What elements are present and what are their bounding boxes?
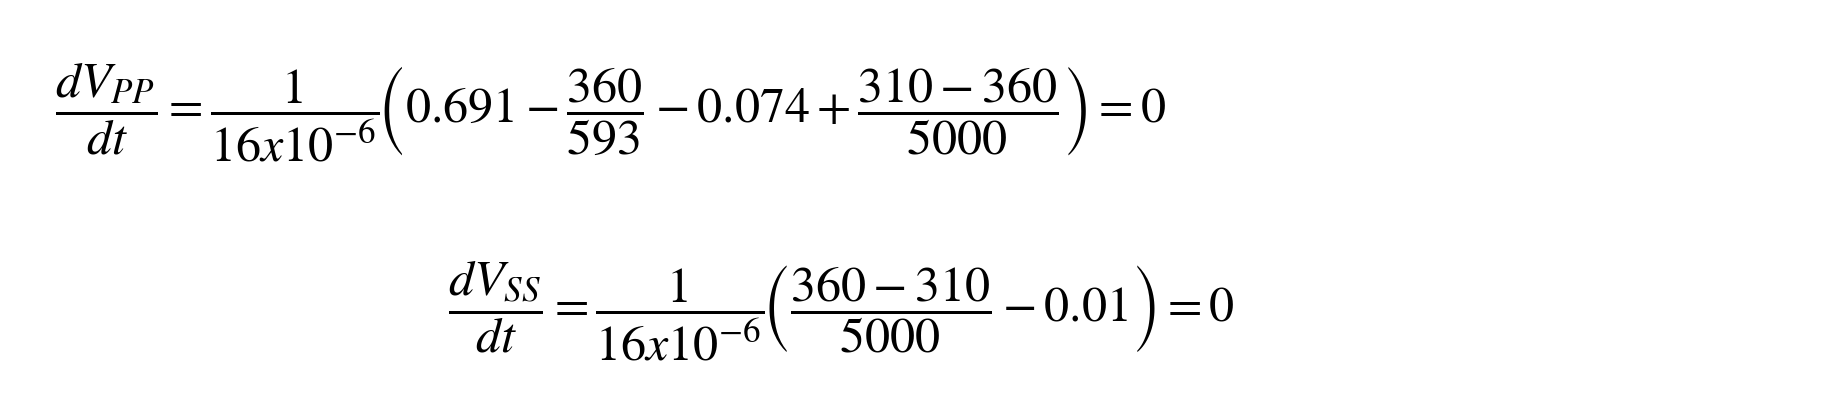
Text: $\dfrac{dV_{SS}}{dt} = \dfrac{1}{16x10^{-6}}\!\left(\dfrac{360 - 310}{5000} - 0.: $\dfrac{dV_{SS}}{dt} = \dfrac{1}{16x10^{… [448,259,1235,363]
Text: $\dfrac{dV_{PP}}{dt} = \dfrac{1}{16x10^{-6}}\!\left(0.691 - \dfrac{360}{593} - 0: $\dfrac{dV_{PP}}{dt} = \dfrac{1}{16x10^{… [55,61,1167,164]
